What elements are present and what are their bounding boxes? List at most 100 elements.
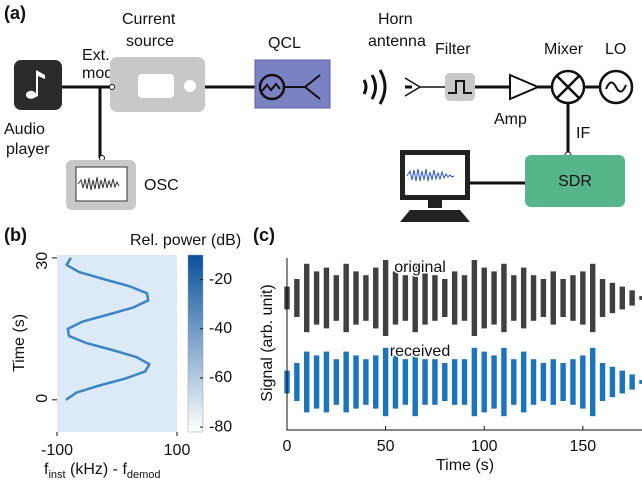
y-tick-label: 30 [34,252,51,270]
waveform-segment [511,275,516,321]
waveform-segment [610,367,615,397]
waveform-segment [363,359,368,405]
label: Amp [494,111,527,128]
waveform-segment [511,359,516,405]
waveform-segment [383,348,388,416]
waveform-segment [501,348,506,416]
waveform-segment [422,271,427,324]
waveform-segment [491,355,496,408]
waveform-segment [629,374,634,389]
x-axis-label: Time (s) [436,457,494,474]
waveform-segment [580,271,585,324]
waveform-segment [343,264,348,332]
waveform-segment [432,359,437,405]
waveform-segment [531,275,536,321]
waveform-segment [570,275,575,321]
waveform-segment [462,275,467,321]
waveform-segment [324,352,329,413]
waveform-segment [294,363,299,401]
node [100,156,105,161]
waveform-segment [314,355,319,408]
panel-label: (a) [4,3,26,23]
label: Horn [378,11,413,28]
oscilloscope [66,160,136,210]
qcl [255,60,330,108]
waveform-segment [620,287,625,310]
waveform-segment [570,359,575,405]
waveform-segment [551,271,556,324]
waveform-segment [304,264,309,332]
computer [400,150,470,222]
label: IF [576,125,590,142]
colorbar-tick-label: -80 [209,418,232,435]
waveform-segment [600,363,605,401]
x-axis-label-part: inst [48,469,65,481]
waveform-segment [363,275,368,321]
label: source [126,33,174,50]
waveform-segment [541,279,546,317]
x-axis-label: finst (kHz) - fdemod [44,461,161,481]
waveform-segment [334,275,339,321]
waveform-segment [521,352,526,413]
audio-player [14,60,62,110]
panel-label: (c) [253,225,275,245]
colorbar-tick-label: -60 [209,369,232,386]
waveform-segment [452,271,457,324]
local-oscillator [600,71,632,103]
figure: (a) (b) (c) Audio player Ext. mod. OSC C… [0,0,642,485]
waveform-segment [629,290,634,305]
waveform-segment [590,264,595,332]
waveform-segment [403,359,408,405]
x-axis-label-part: (kHz) - f [66,461,128,478]
waveform-segment [343,352,348,413]
waveform-segment [383,260,388,336]
waveform-segment [304,352,309,413]
colorbar [188,255,203,432]
label: Filter [435,41,471,58]
waveform-segment [610,283,615,313]
label: antenna [368,33,426,50]
waveform-segment [353,355,358,408]
waveform-segment [432,275,437,321]
x-tick-label: 0 [283,438,292,455]
colorbar-tick-label: -20 [209,271,232,288]
waveform-segment [294,279,299,317]
y-tick-label: 0 [34,394,51,403]
waveform-segment [491,271,496,324]
waveform-segment [580,355,585,408]
label: player [6,141,50,158]
waveform-segment [541,363,546,401]
series-label: original [394,259,446,276]
x-tick-label: 100 [471,438,498,455]
colorbar-tick-label: -40 [209,320,232,337]
waveform-segment [600,279,605,317]
waveform-segment [560,363,565,401]
label: Mixer [544,41,584,58]
waveform-segment [452,359,457,405]
x-tick-label: 100 [164,442,191,459]
x-axis-label-part: demod [127,469,161,481]
y-axis-label: Time (s) [11,314,28,372]
waveform-segment [620,371,625,394]
waveform-segment [393,355,398,408]
waves [364,70,385,104]
waveform-segment [560,279,565,317]
waveform-segment [393,271,398,324]
waveform-segment [531,359,536,405]
waveform-segment [373,355,378,408]
series-label: received [390,343,450,360]
waveform-segment [472,348,477,416]
waveform-segment [422,359,427,405]
label: OSC [144,177,179,194]
waveform-segment [590,348,595,416]
waveform-segment [353,271,358,324]
filter [445,73,475,101]
label: SDR [558,173,592,190]
waveform-segment [442,363,447,401]
amplifier [510,75,538,99]
waveform-segment [403,275,408,321]
waveform-segment [551,359,556,405]
waveform-segment [442,279,447,317]
waveform-segment [472,260,477,336]
x-tick-label: 50 [377,438,395,455]
